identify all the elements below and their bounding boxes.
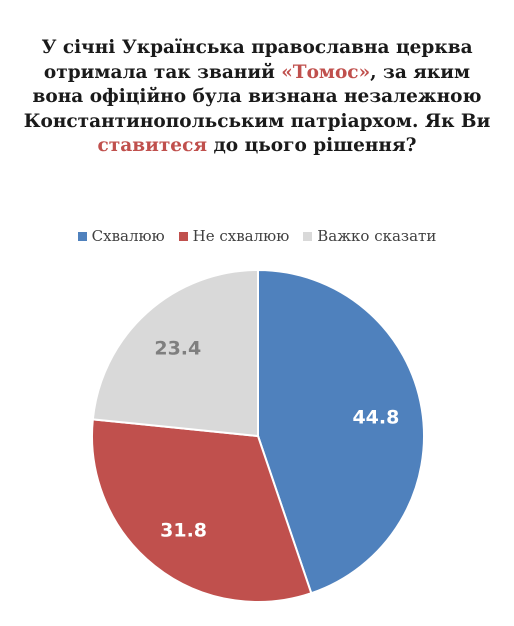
legend-swatch-disapprove [178, 231, 188, 241]
title-text-3: до цього рішення? [207, 135, 417, 156]
title-quote-open: « [281, 61, 293, 83]
legend-item-hard-to-say: Важко сказати [303, 227, 436, 245]
pie-label-approve: 44.8 [352, 407, 399, 429]
pie-label-hard-to-say: 23.4 [154, 337, 201, 359]
legend-swatch-hard-to-say [303, 231, 313, 241]
legend-label-disapprove: Не схвалюю [192, 227, 290, 245]
title-highlight-stavytesia: ставитеся [97, 135, 208, 156]
pie-slice-approve [257, 268, 425, 595]
title-quote-close: » [358, 61, 371, 83]
title-highlight-tomos: Томос [292, 61, 359, 83]
chart-title: У січні Українська православна церква от… [18, 36, 496, 159]
title-text-1: У січні Українська православна церква от… [41, 37, 473, 83]
pie-slice-disapprove [91, 418, 313, 604]
legend-item-disapprove: Не схвалюю [178, 227, 290, 245]
title-text-2: , за яким вона офіційно була визнана нез… [23, 61, 491, 132]
pie-slice-hard-to-say [91, 268, 259, 438]
legend-swatch-approve [77, 231, 87, 241]
chart-legend: Схвалюю Не схвалюю Важко сказати [0, 227, 514, 245]
pie-label-disapprove: 31.8 [160, 520, 207, 542]
legend-label-hard-to-say: Важко сказати [317, 227, 437, 245]
legend-item-approve: Схвалюю [77, 227, 165, 245]
legend-label-approve: Схвалюю [91, 227, 165, 245]
